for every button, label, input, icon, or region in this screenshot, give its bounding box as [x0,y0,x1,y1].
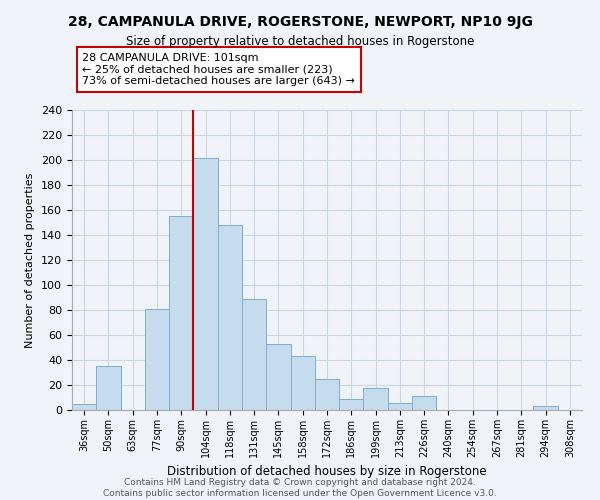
Bar [315,379,339,410]
Bar [218,225,242,410]
Bar [169,216,193,410]
Bar [412,396,436,410]
Bar [364,388,388,410]
Y-axis label: Number of detached properties: Number of detached properties [25,172,35,348]
Bar [242,298,266,410]
Text: 28, CAMPANULA DRIVE, ROGERSTONE, NEWPORT, NP10 9JG: 28, CAMPANULA DRIVE, ROGERSTONE, NEWPORT… [68,15,532,29]
Text: Contains HM Land Registry data © Crown copyright and database right 2024.
Contai: Contains HM Land Registry data © Crown c… [103,478,497,498]
Bar [96,366,121,410]
Bar [72,404,96,410]
Text: 28 CAMPANULA DRIVE: 101sqm
← 25% of detached houses are smaller (223)
73% of sem: 28 CAMPANULA DRIVE: 101sqm ← 25% of deta… [82,53,355,86]
X-axis label: Distribution of detached houses by size in Rogerstone: Distribution of detached houses by size … [167,466,487,478]
Bar [339,399,364,410]
Bar [388,402,412,410]
Bar [193,158,218,410]
Bar [145,308,169,410]
Bar [266,344,290,410]
Bar [533,406,558,410]
Text: Size of property relative to detached houses in Rogerstone: Size of property relative to detached ho… [126,35,474,48]
Bar [290,356,315,410]
